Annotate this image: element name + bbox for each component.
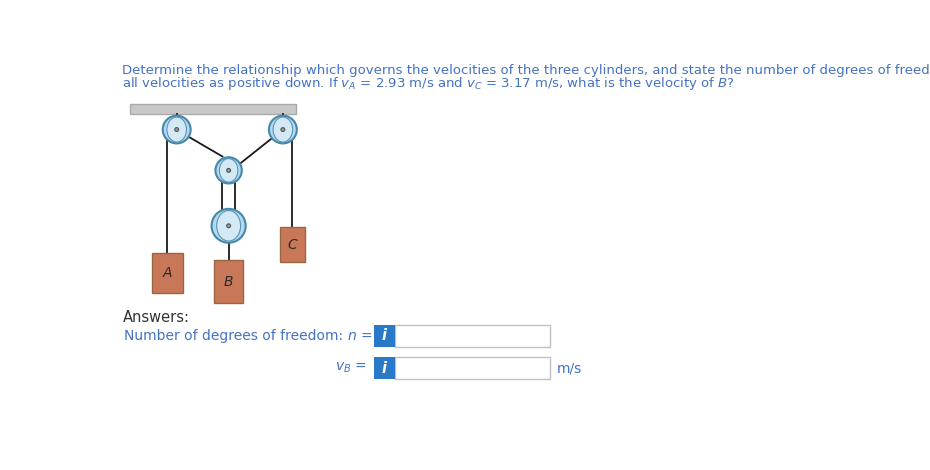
Circle shape — [211, 209, 246, 243]
Text: A: A — [163, 266, 172, 280]
Text: i: i — [382, 329, 387, 344]
FancyBboxPatch shape — [374, 325, 395, 347]
FancyBboxPatch shape — [280, 227, 304, 262]
Circle shape — [163, 116, 191, 143]
FancyBboxPatch shape — [374, 358, 395, 379]
Ellipse shape — [166, 117, 186, 142]
FancyBboxPatch shape — [214, 260, 244, 303]
Text: B: B — [224, 274, 233, 289]
Text: $n$ =: $n$ = — [347, 329, 373, 343]
Text: Number of degrees of freedom:: Number of degrees of freedom: — [124, 329, 343, 343]
Text: Determine the relationship which governs the velocities of the three cylinders, : Determine the relationship which governs… — [123, 64, 930, 77]
Circle shape — [281, 128, 285, 132]
Circle shape — [227, 224, 231, 228]
Text: Answers:: Answers: — [123, 311, 190, 326]
FancyBboxPatch shape — [152, 253, 183, 293]
Text: all velocities as positive down. If $v_A$ = 2.93 m/s and $v_C$ = 3.17 m/s, what : all velocities as positive down. If $v_A… — [123, 75, 735, 92]
Circle shape — [175, 128, 179, 132]
FancyBboxPatch shape — [395, 358, 551, 379]
Ellipse shape — [217, 211, 241, 241]
Ellipse shape — [219, 158, 238, 182]
Circle shape — [269, 116, 297, 143]
Text: m/s: m/s — [556, 361, 581, 375]
Text: i: i — [382, 361, 387, 376]
Circle shape — [216, 157, 242, 183]
Text: $v_B$ =: $v_B$ = — [335, 361, 366, 376]
FancyBboxPatch shape — [130, 104, 296, 114]
FancyBboxPatch shape — [395, 325, 551, 347]
Ellipse shape — [273, 117, 293, 142]
Text: C: C — [287, 238, 297, 251]
Circle shape — [227, 168, 231, 172]
